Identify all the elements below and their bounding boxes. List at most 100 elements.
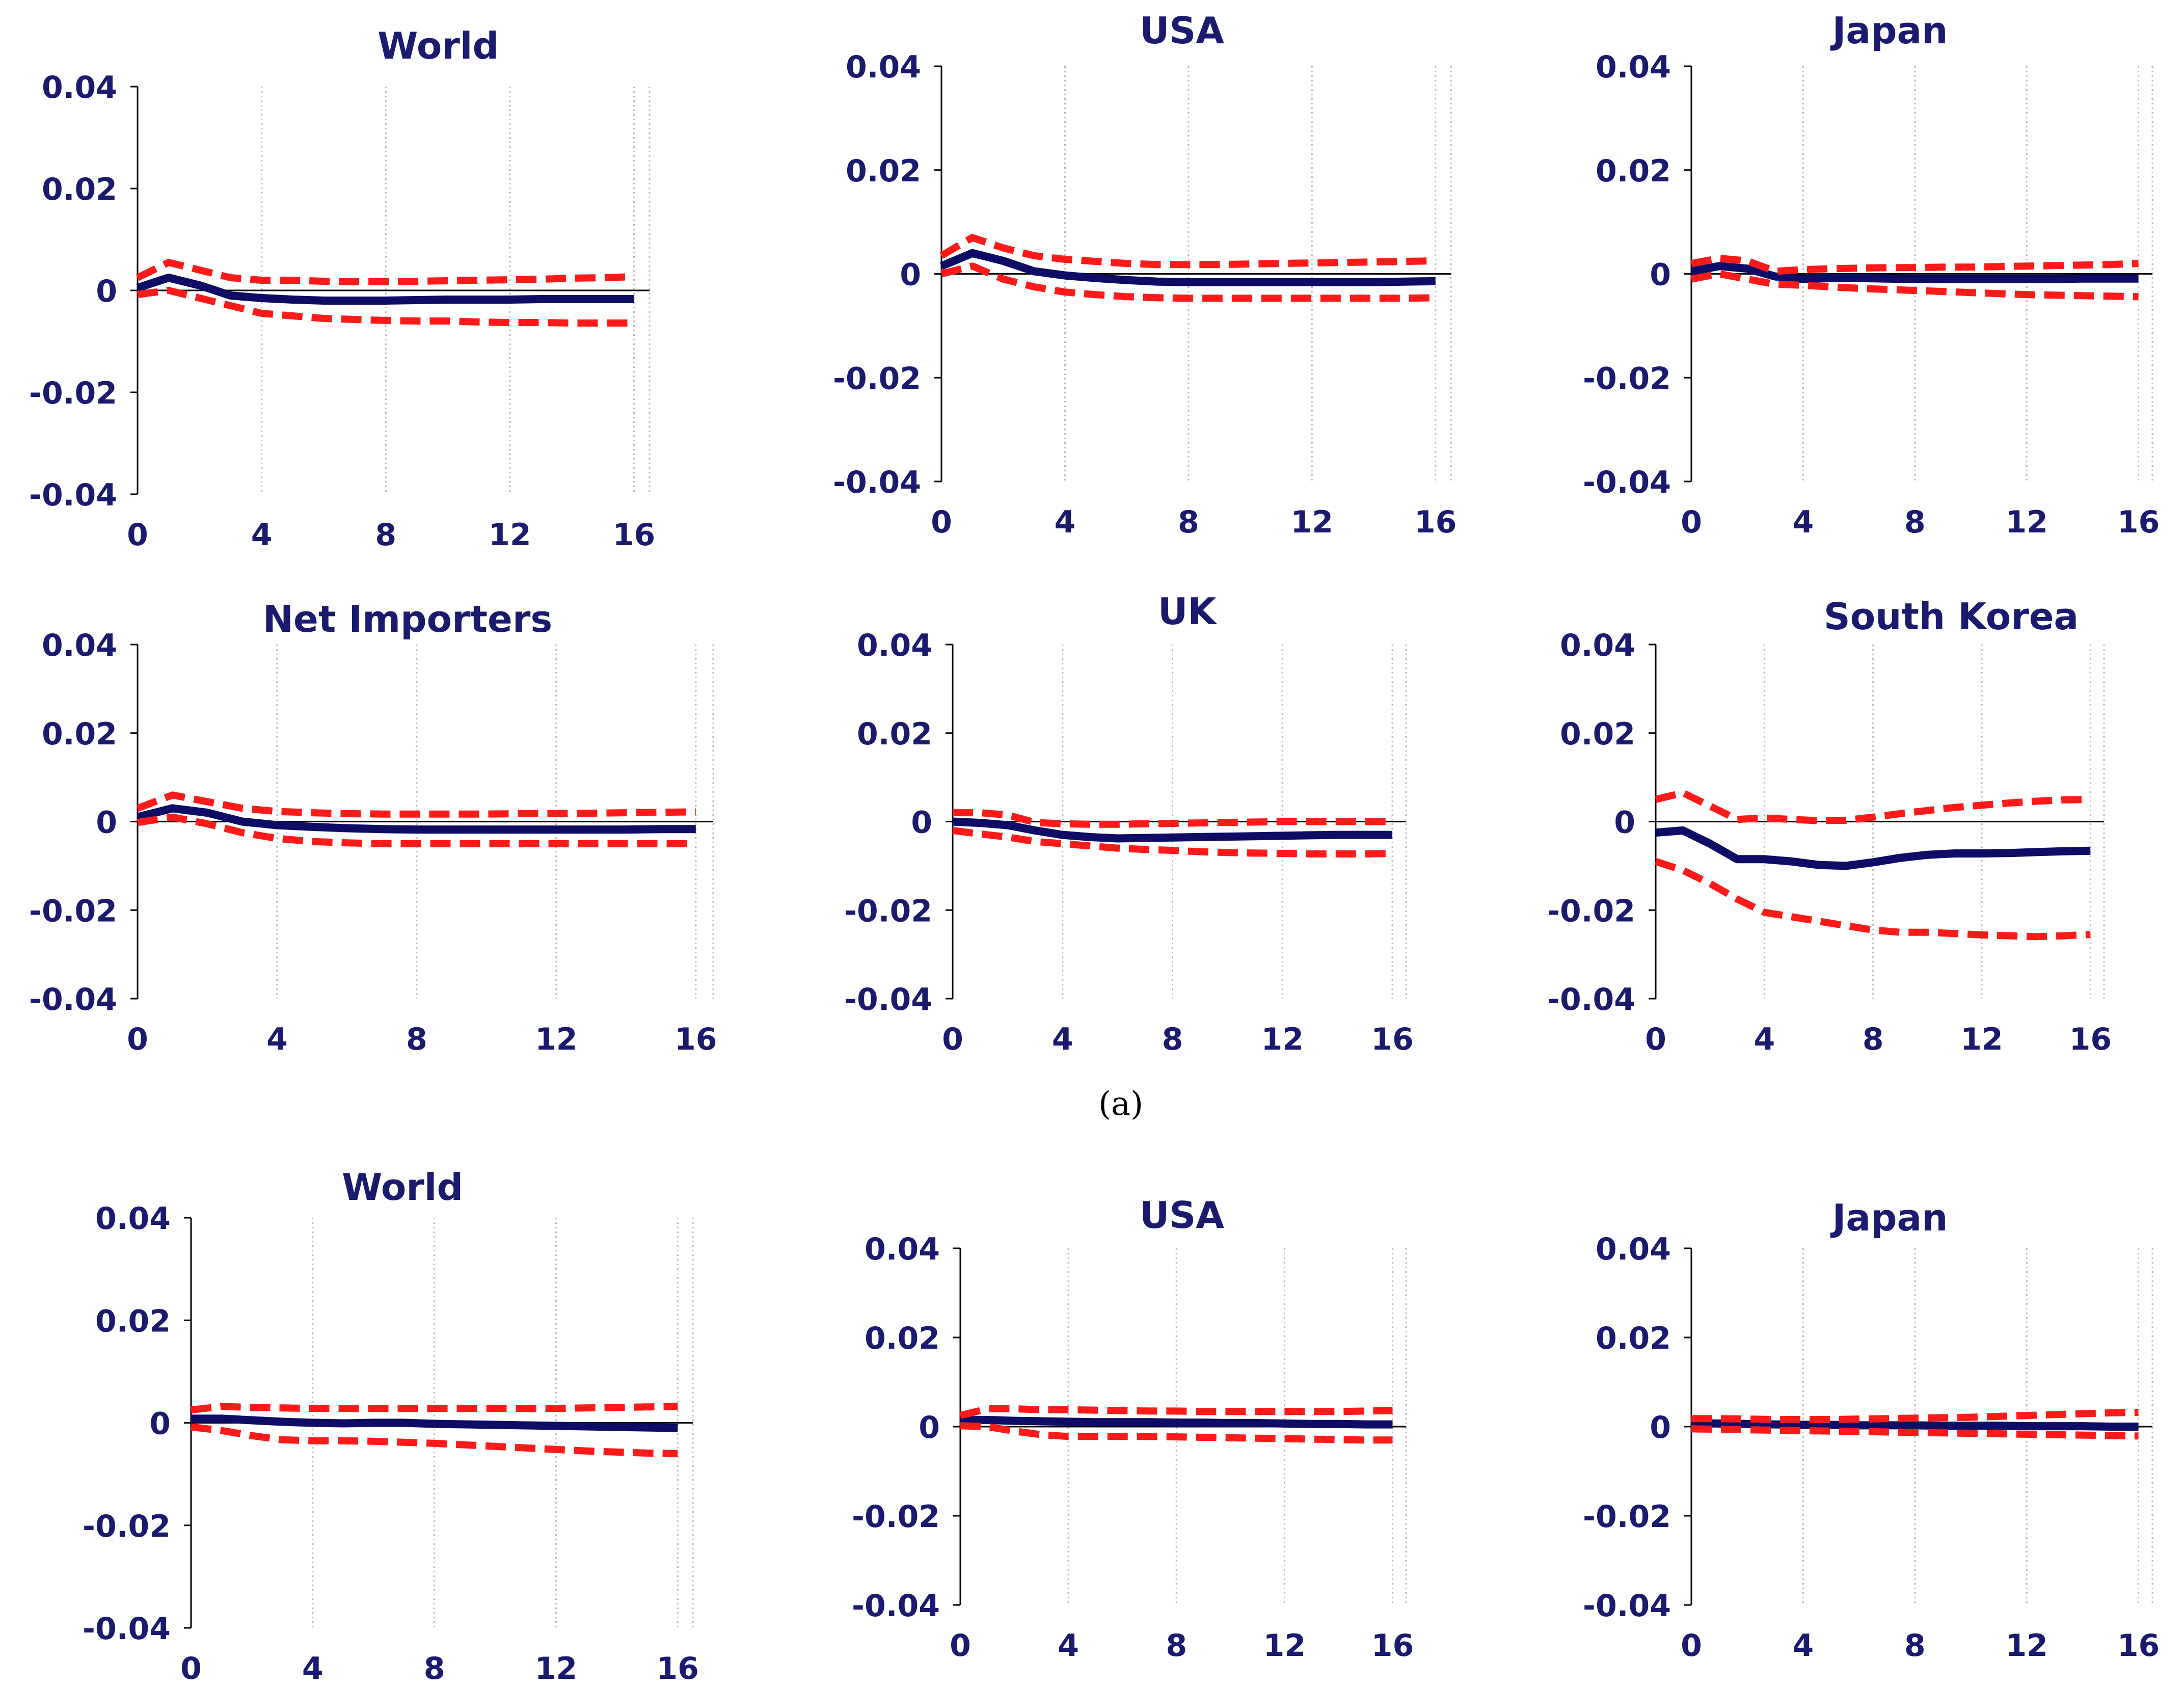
x-tick-label: 0	[180, 1651, 202, 1686]
y-tick-label: 0	[911, 805, 932, 841]
x-tick-label: 0	[950, 1628, 971, 1664]
series-line-upper	[1655, 789, 2091, 824]
y-tick-label: 0.02	[1596, 1321, 1671, 1356]
x-tick-label: 12	[535, 1651, 578, 1686]
x-tick-label: 4	[1052, 1022, 1073, 1057]
x-tick-label: 0	[931, 504, 952, 540]
y-tick-label: -0.04	[833, 465, 921, 500]
series-line-upper	[959, 1405, 1393, 1419]
chart-title: World	[342, 1166, 463, 1209]
chart-panel-2: USA 0.04 0.02 0 -0.02 -0.04 0 4 8 12 16	[833, 9, 1457, 540]
series-line-upper	[1690, 254, 2139, 275]
x-tick-label: 0	[942, 1022, 963, 1057]
series-line-median	[939, 249, 1436, 286]
caption-a: (a)	[1098, 1085, 1143, 1123]
y-tick-label: -0.02	[833, 361, 921, 396]
chart-panel-5: UK 0.04 0.02 0 -0.02 -0.04 0 4 8 12 16	[844, 590, 1414, 1057]
series-line-lower	[1690, 270, 2139, 301]
series-line-lower	[137, 813, 696, 847]
series-line-median	[136, 274, 634, 305]
y-tick-label: 0.04	[865, 1231, 940, 1267]
x-tick-label: 12	[2005, 1628, 2048, 1664]
x-tick-label: 12	[489, 517, 531, 553]
x-tick-label: 8	[1863, 1022, 1884, 1057]
y-tick-label: 0.02	[42, 172, 117, 207]
y-tick-label: -0.04	[29, 477, 117, 513]
chart-panel-7: World 0.04 0.02 0 -0.02 -0.04 0 4 8 12 16	[83, 1166, 699, 1686]
y-tick-label: -0.04	[1583, 465, 1671, 500]
series-line-median	[191, 1414, 678, 1432]
y-tick-label: -0.02	[1583, 1499, 1671, 1535]
chart-panel-9: Japan 0.04 0.02 0 -0.02 -0.04 0 4 8 12 16	[1583, 1196, 2160, 1664]
x-tick-label: 12	[1263, 1628, 1306, 1664]
y-tick-label: -0.04	[852, 1588, 940, 1624]
y-tick-label: 0.02	[42, 716, 117, 752]
y-tick-label: 0	[96, 274, 117, 309]
y-tick-label: 0	[919, 1410, 940, 1445]
y-tick-label: 0.04	[42, 70, 117, 105]
chart-title: UK	[1158, 590, 1217, 633]
x-tick-label: 0	[1645, 1022, 1666, 1057]
chart-panel-6: South Korea 0.04 0.02 0 -0.02 -0.04 0 4 8 12 16	[1547, 595, 2112, 1057]
y-tick-label: 0.04	[857, 628, 932, 663]
series-line-upper	[136, 791, 696, 818]
y-tick-label: 0	[96, 805, 117, 841]
x-tick-label: 12	[535, 1022, 578, 1057]
chart-panel-1: World 0.04 0.02 0 -0.02 -0.04 0 4 8 12 16	[29, 24, 655, 553]
series-line-median	[960, 1415, 1393, 1429]
series-line-upper	[953, 809, 1392, 828]
y-tick-label: 0.04	[1596, 1231, 1671, 1267]
x-tick-label: 8	[375, 517, 396, 553]
x-tick-label: 16	[2117, 1628, 2160, 1664]
y-tick-label: 0.02	[857, 716, 932, 752]
y-tick-label: 0.02	[846, 153, 921, 189]
y-tick-label: 0.02	[95, 1303, 171, 1339]
x-tick-label: 8	[1166, 1628, 1187, 1664]
y-tick-label: -0.04	[83, 1611, 171, 1647]
y-tick-label: 0	[1614, 805, 1635, 841]
series-line-lower	[960, 1422, 1393, 1444]
x-tick-label: 4	[1058, 1628, 1079, 1664]
series-line-lower	[137, 287, 634, 327]
series-line-lower	[952, 826, 1393, 858]
x-tick-label: 4	[251, 517, 273, 553]
panels: World 0.04 0.02 0 -0.02 -0.04 0 4 8 12 16 USA 0.04 0.…	[29, 9, 2160, 1686]
x-tick-label: 16	[1414, 504, 1457, 540]
y-tick-label: -0.04	[1583, 1588, 1671, 1624]
y-tick-label: -0.02	[852, 1499, 940, 1535]
x-tick-label: 16	[613, 517, 656, 553]
y-tick-label: 0.04	[95, 1201, 171, 1237]
chart-panel-3: Japan 0.04 0.02 0 -0.02 -0.04 0 4 8 12 16	[1583, 9, 2160, 540]
y-tick-label: 0	[900, 257, 921, 293]
series-line-upper	[136, 259, 634, 285]
series-line-upper	[939, 234, 1436, 269]
x-tick-label: 12	[2005, 504, 2048, 540]
y-tick-label: 0.04	[1560, 628, 1635, 663]
y-tick-label: -0.04	[844, 982, 932, 1017]
chart-title: World	[378, 24, 499, 67]
y-tick-label: -0.02	[1547, 893, 1635, 929]
x-tick-label: 8	[1178, 504, 1199, 540]
series-line-median	[1655, 826, 2091, 870]
x-tick-label: 8	[1904, 504, 1926, 540]
x-tick-label: 16	[2117, 504, 2160, 540]
series-line-median	[1691, 1419, 2139, 1431]
x-tick-label: 4	[302, 1651, 323, 1686]
series-line-lower	[1691, 1425, 2139, 1440]
x-tick-label: 16	[656, 1651, 699, 1686]
chart-title: Japan	[1830, 9, 1948, 52]
y-tick-label: 0	[1650, 257, 1671, 293]
y-tick-label: 0.04	[1596, 49, 1671, 85]
chart-title: Net Importers	[263, 598, 553, 640]
x-tick-label: 0	[1681, 1628, 1702, 1664]
x-tick-label: 4	[1055, 504, 1076, 540]
x-tick-label: 4	[1793, 504, 1814, 540]
series-line-median	[1690, 262, 2139, 283]
chart-panel-4: Net Importers 0.04 0.02 0 -0.02 -0.04 0 4 8 12 16	[29, 598, 717, 1057]
y-tick-label: 0.02	[1560, 716, 1635, 752]
series-line-upper	[191, 1403, 678, 1414]
x-tick-label: 0	[127, 517, 148, 553]
x-tick-label: 8	[406, 1022, 427, 1057]
x-tick-label: 0	[127, 1022, 148, 1057]
x-tick-label: 8	[1904, 1628, 1926, 1664]
